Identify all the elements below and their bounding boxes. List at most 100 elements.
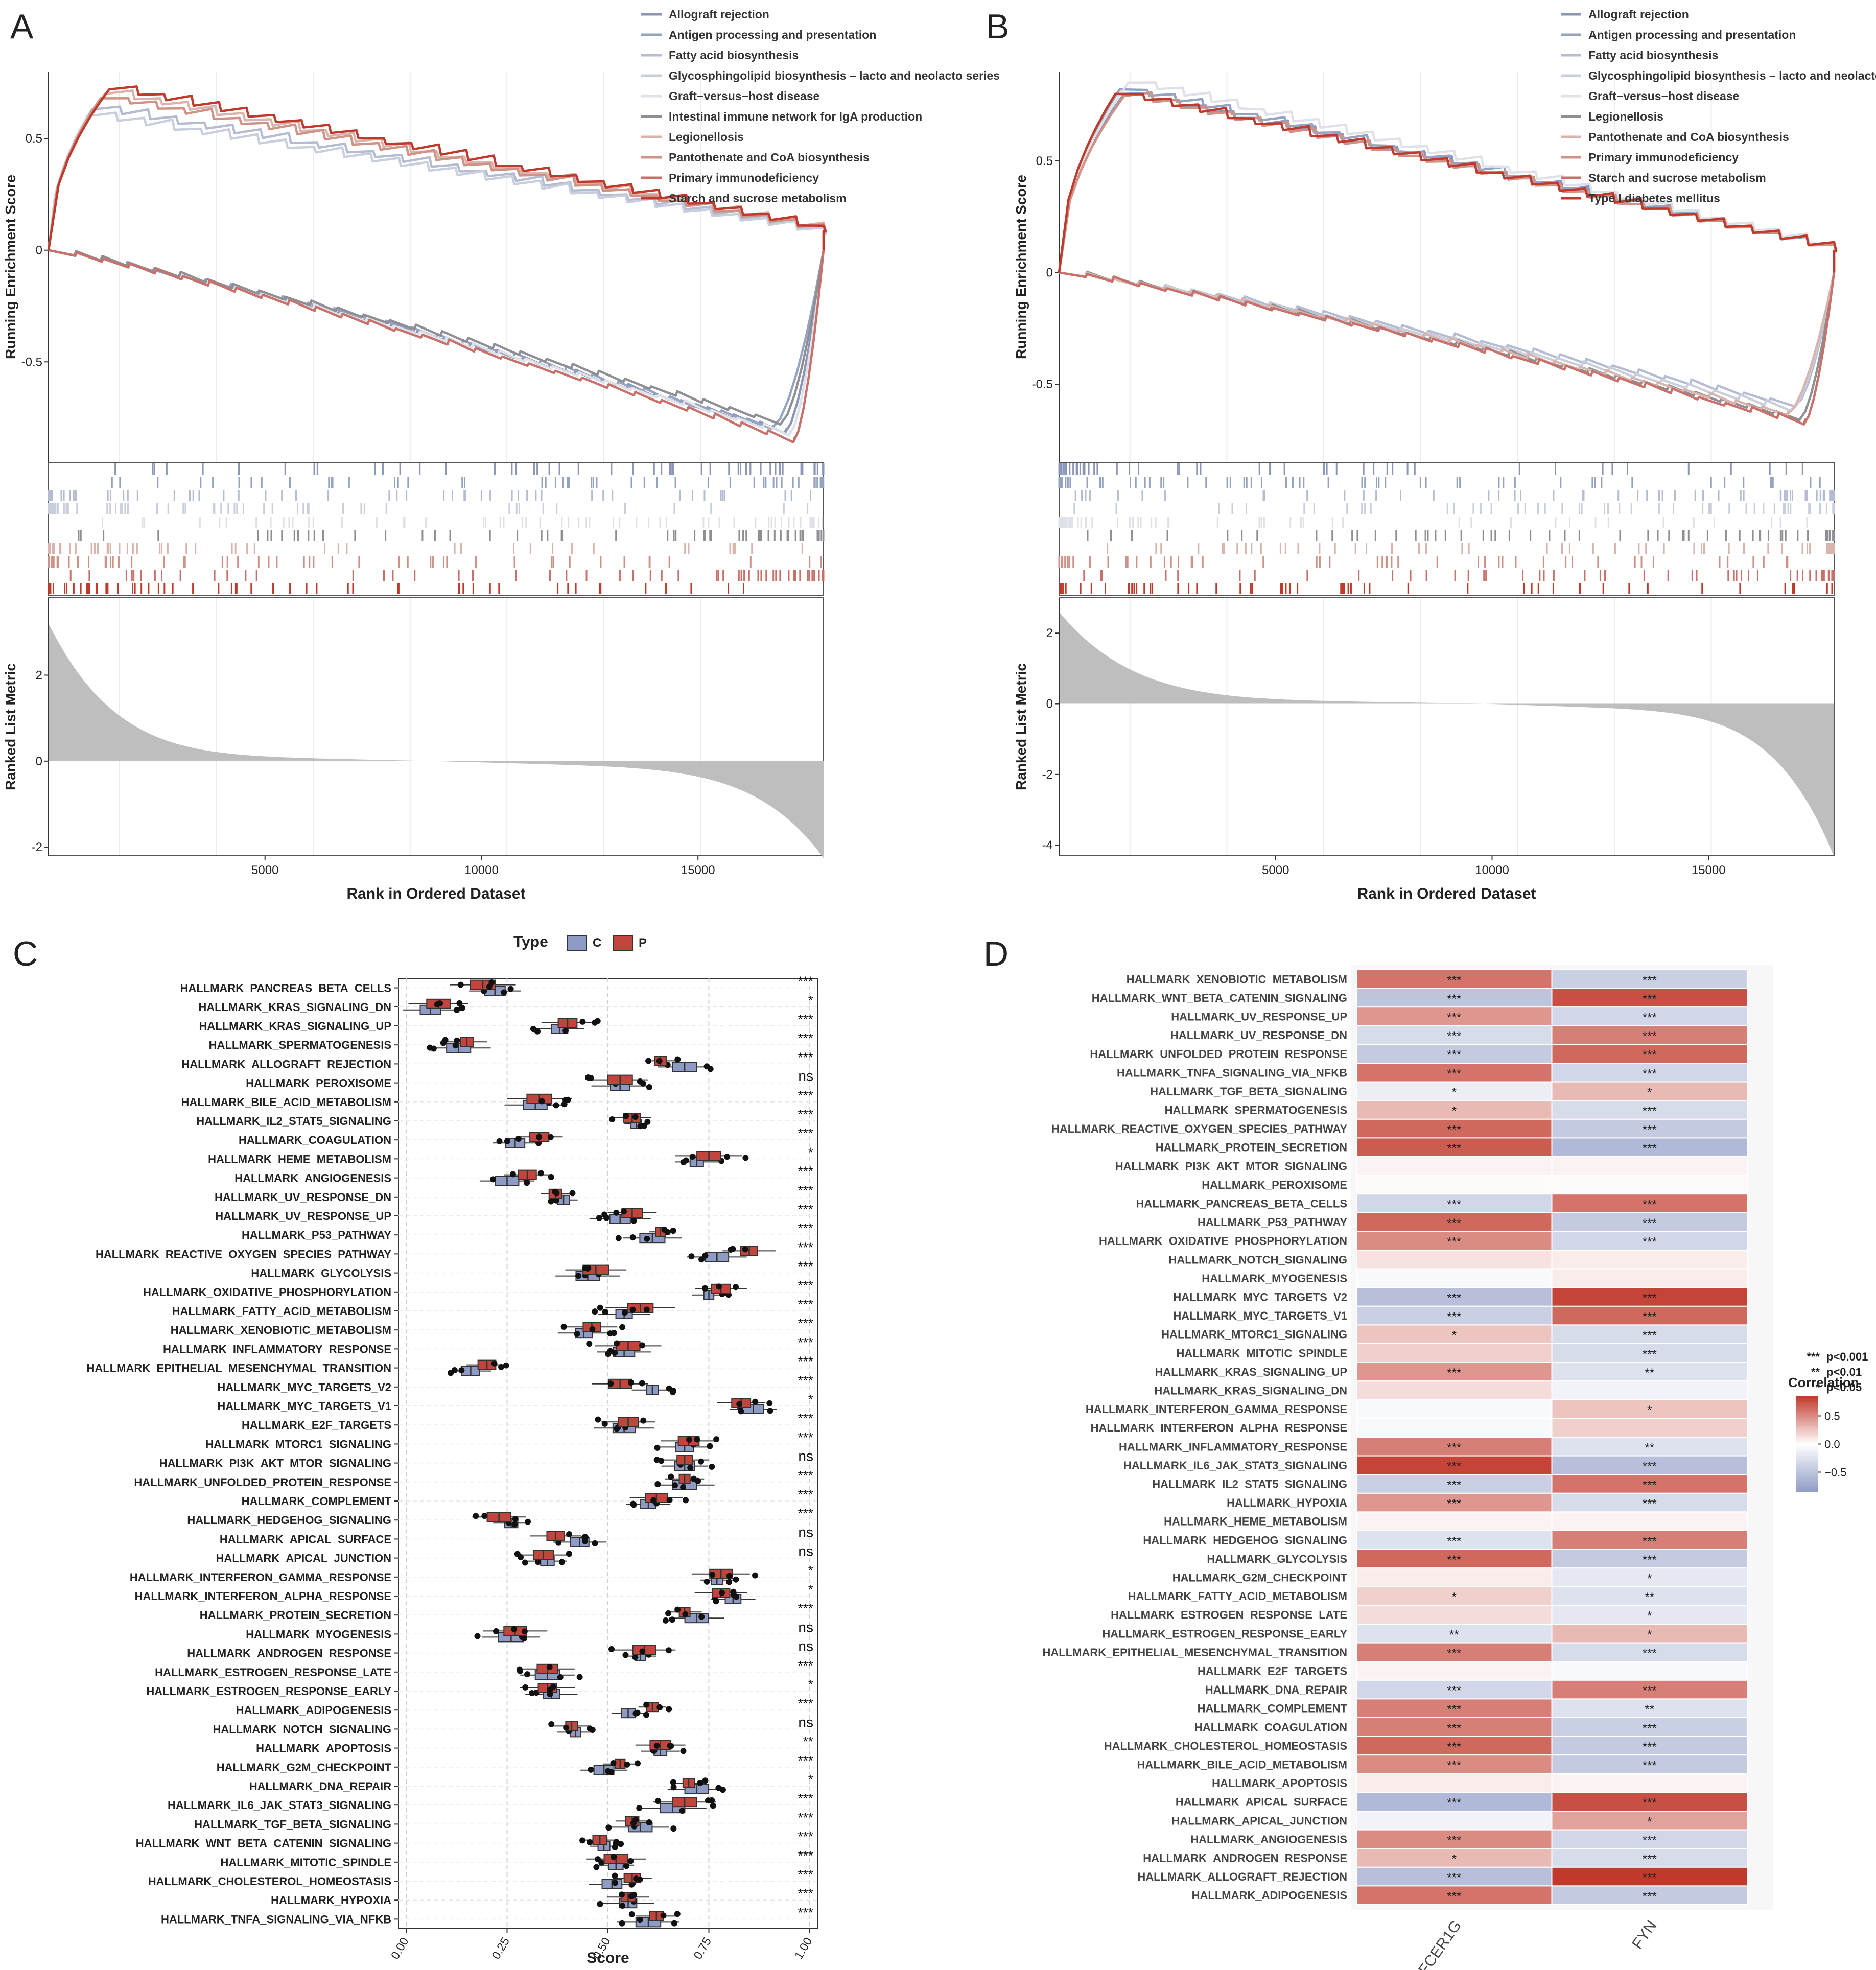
data-point-p — [437, 1000, 443, 1007]
data-point-c — [548, 1198, 554, 1205]
significance-label-c: *** — [798, 1202, 813, 1217]
row-label-d: HALLMARK_HEME_METABOLISM — [1164, 1515, 1347, 1528]
category-label-c: HALLMARK_KRAS_SIGNALING_DN — [198, 1001, 391, 1014]
data-point-c — [575, 1273, 582, 1279]
panel-label-d: D — [983, 934, 1009, 973]
colorbar-segment — [1796, 1429, 1818, 1433]
heatmap-cell — [1551, 1006, 1748, 1026]
data-point-p — [582, 1265, 589, 1272]
cell-significance-d: *** — [1447, 1834, 1461, 1847]
cell-significance-d: *** — [1447, 1740, 1461, 1754]
significance-label-c: *** — [798, 1049, 813, 1065]
cell-significance-d: ** — [1645, 1441, 1654, 1455]
colorbar-segment — [1796, 1415, 1818, 1418]
x-axis-title-c: Score — [587, 1950, 629, 1966]
row-label-d: HALLMARK_MYC_TARGETS_V1 — [1173, 1309, 1347, 1322]
es-curve-a — [48, 249, 825, 443]
data-point-c — [501, 989, 507, 996]
colorbar-segment — [1796, 1448, 1818, 1452]
colorbar-segment — [1796, 1405, 1818, 1409]
heatmap-cell — [1356, 1362, 1553, 1382]
category-label-c: HALLMARK_HEME_METABOLISM — [208, 1153, 391, 1165]
category-label-c: HALLMARK_MITOTIC_SPINDLE — [221, 1856, 392, 1869]
data-point-p — [493, 1628, 499, 1634]
legend-label-b: Fatty acid biosynthesis — [1588, 49, 1718, 62]
data-point-c — [596, 1215, 602, 1222]
category-label-c: HALLMARK_MTORC1_SIGNALING — [205, 1438, 391, 1450]
data-point-p — [632, 1817, 639, 1823]
row-label-d: HALLMARK_G2M_CHECKPOINT — [1172, 1572, 1348, 1584]
category-label-c: HALLMARK_UV_RESPONSE_DN — [215, 1191, 391, 1204]
data-point-p — [637, 1078, 643, 1085]
legend-label-a: Glycosphingolipid biosynthesis – lacto a… — [669, 69, 1000, 82]
heatmap-cell — [1551, 1811, 1748, 1831]
data-point-c — [612, 1880, 618, 1886]
data-point-p — [628, 1379, 635, 1386]
data-point-c — [496, 1138, 503, 1144]
heatmap-cell — [1551, 969, 1748, 989]
data-point-c — [715, 1785, 722, 1791]
row-label-d: HALLMARK_APICAL_JUNCTION — [1172, 1814, 1347, 1827]
data-point-p — [608, 1646, 615, 1652]
cell-significance-d: * — [1452, 1105, 1457, 1118]
data-point-c — [671, 1920, 677, 1927]
legend-label-b: Type I diabetes mellitus — [1588, 192, 1720, 205]
heatmap-cell — [1551, 1380, 1748, 1400]
category-label-c: HALLMARK_IL2_STAT5_SIGNALING — [196, 1115, 391, 1128]
legend-label-b: Allograft rejection — [1588, 8, 1689, 21]
heatmap-cell — [1551, 1773, 1748, 1793]
cell-significance-d: *** — [1643, 1852, 1657, 1866]
heatmap-cell — [1551, 1661, 1748, 1681]
category-label-c: HALLMARK_CHOLESTEROL_HOMEOSTASIS — [148, 1875, 391, 1888]
heatmap-cell — [1551, 1736, 1748, 1756]
data-point-c — [670, 1825, 677, 1832]
significance-label-c: *** — [798, 1829, 813, 1844]
colorbar-segment — [1796, 1453, 1818, 1457]
significance-label-c: * — [808, 993, 813, 1008]
data-point-c — [448, 1370, 454, 1376]
colorbar-segment — [1796, 1411, 1818, 1414]
row-label-d: HALLMARK_PI3K_AKT_MTOR_SIGNALING — [1115, 1160, 1347, 1172]
data-point-p — [537, 1170, 544, 1177]
cell-significance-d: *** — [1447, 992, 1461, 1006]
data-point-c — [679, 1808, 686, 1814]
cell-significance-d: *** — [1447, 1759, 1461, 1773]
data-point-p — [512, 1516, 519, 1522]
colorbar-segment — [1796, 1484, 1818, 1488]
data-point-c — [605, 1824, 612, 1831]
data-point-p — [665, 1647, 672, 1654]
row-label-d: HALLMARK_KRAS_SIGNALING_DN — [1154, 1385, 1347, 1397]
heatmap-cell — [1356, 1380, 1553, 1400]
es-tick-label-a: -0.5 — [21, 355, 42, 369]
colorbar-segment — [1796, 1489, 1818, 1492]
category-label-c: HALLMARK_APICAL_SURFACE — [220, 1533, 391, 1545]
colorbar-tick-label: 0.5 — [1824, 1410, 1840, 1423]
pvalue-key-text: p<0.05 — [1826, 1381, 1862, 1394]
row-label-d: HALLMARK_MITOTIC_SPINDLE — [1177, 1347, 1348, 1359]
data-point-p — [612, 1872, 618, 1879]
cell-significance-d: *** — [1447, 1123, 1461, 1137]
significance-label-c: *** — [798, 1506, 813, 1521]
data-point-c — [621, 1309, 628, 1316]
cell-significance-d: *** — [1643, 1142, 1657, 1156]
data-point-p — [645, 1058, 652, 1064]
es-curve-a — [48, 249, 825, 426]
colorbar-segment — [1796, 1472, 1818, 1475]
data-point-p — [503, 1362, 509, 1369]
panel-label-a: A — [10, 7, 34, 46]
data-point-p — [674, 1606, 681, 1613]
cell-significance-d: ** — [1645, 1703, 1654, 1717]
data-point-c — [612, 1844, 618, 1850]
legend-label-b: Glycosphingolipid biosynthesis – lacto a… — [1588, 69, 1876, 82]
data-point-p — [666, 1496, 673, 1503]
row-label-d: HALLMARK_BILE_ACID_METABOLISM — [1137, 1758, 1347, 1771]
category-label-c: HALLMARK_TGF_BETA_SIGNALING — [194, 1818, 391, 1831]
heatmap-cell — [1356, 1437, 1553, 1457]
category-label-c: HALLMARK_ANGIOGENESIS — [235, 1172, 391, 1185]
category-label-c: HALLMARK_APOPTOSIS — [256, 1742, 391, 1755]
legend-label-a: Antigen processing and presentation — [669, 28, 876, 41]
category-label-c: HALLMARK_MYC_TARGETS_V1 — [217, 1400, 391, 1413]
cell-significance-d: *** — [1643, 1292, 1657, 1305]
data-point-p — [587, 1725, 593, 1732]
